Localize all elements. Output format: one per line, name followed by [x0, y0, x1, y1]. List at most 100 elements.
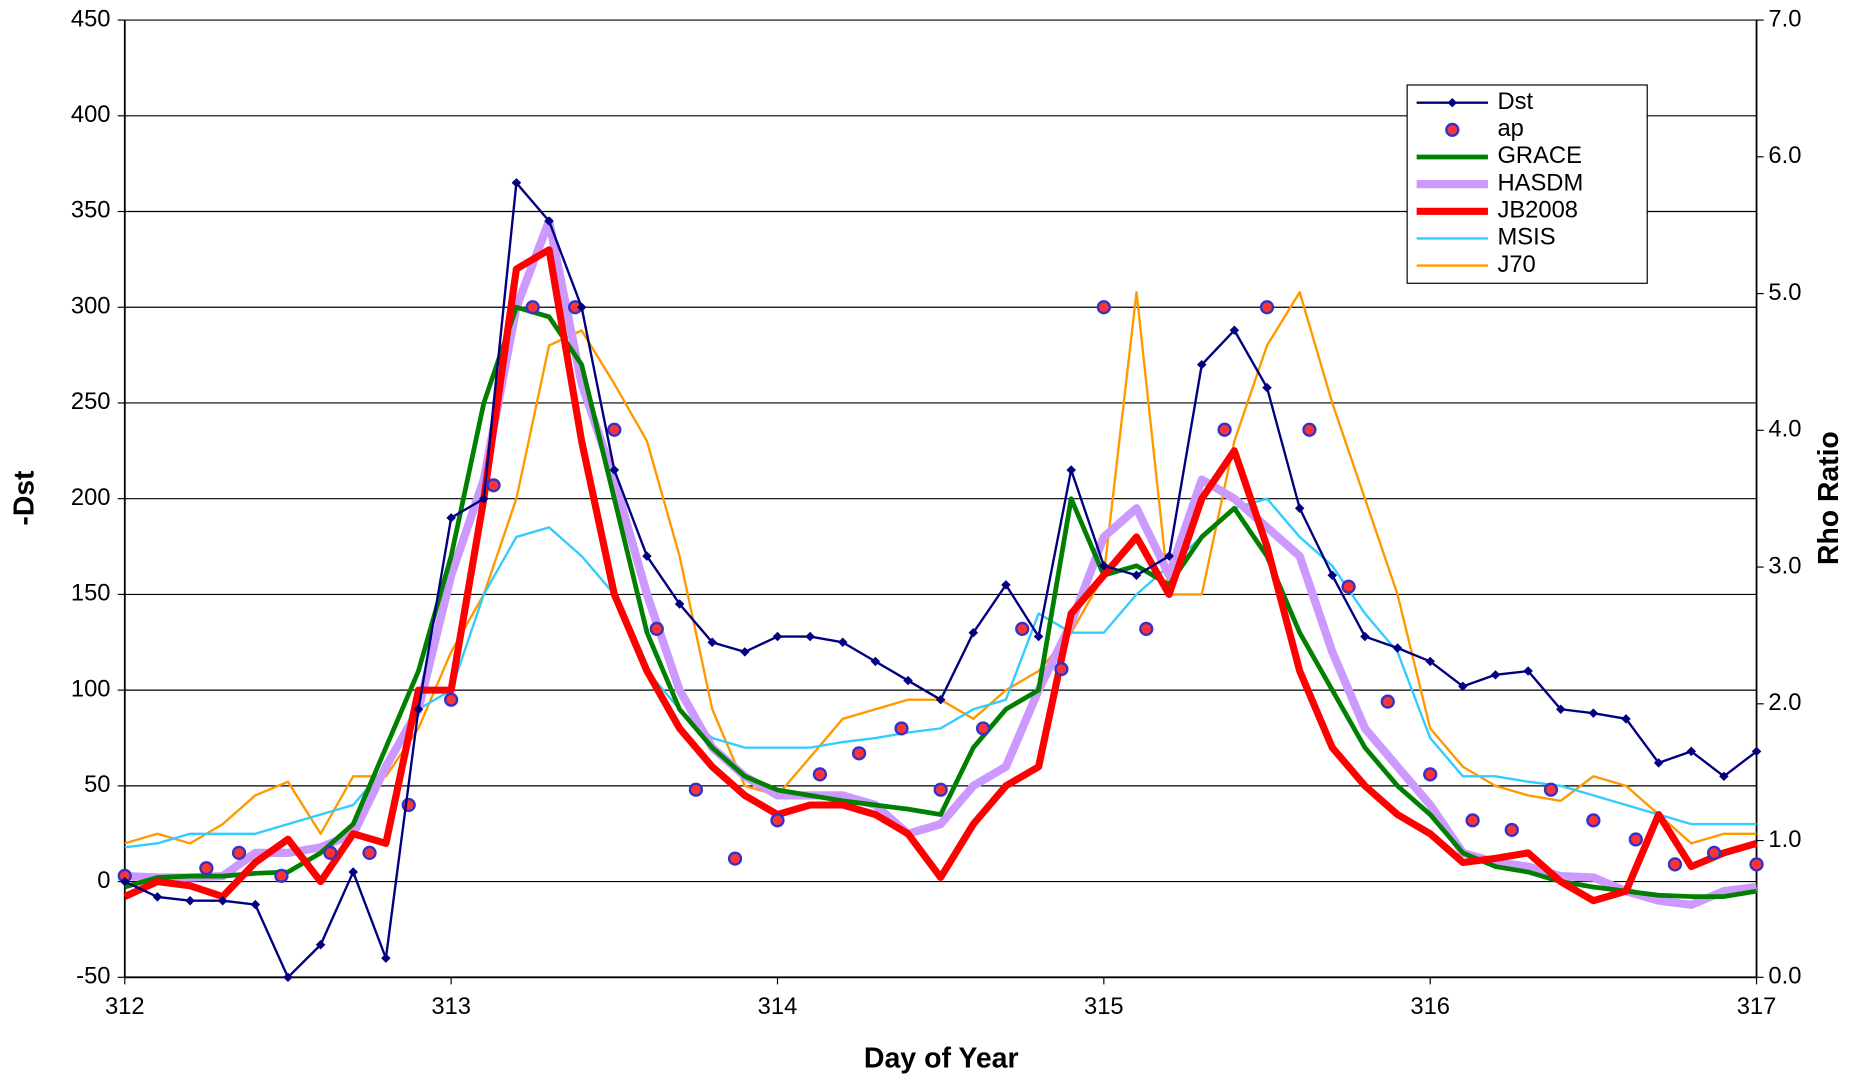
- marker: [1543, 782, 1559, 797]
- marker: [1033, 631, 1044, 642]
- x-tick-label: 316: [1410, 994, 1450, 1020]
- marker: [933, 782, 948, 797]
- marker: [479, 493, 489, 504]
- marker: [231, 845, 247, 860]
- y-tick-label: 200: [71, 485, 111, 511]
- marker: [1719, 771, 1729, 782]
- marker: [1262, 382, 1272, 393]
- marker: [1096, 300, 1111, 315]
- marker: [1139, 621, 1154, 636]
- x-tick-label: 314: [758, 994, 798, 1020]
- y-tick-label: 100: [71, 676, 111, 702]
- marker: [1667, 857, 1683, 872]
- y2-tick-label: 5.0: [1768, 280, 1801, 306]
- marker: [727, 851, 743, 866]
- marker: [609, 465, 620, 475]
- marker: [362, 845, 377, 860]
- marker: [805, 631, 815, 642]
- y2-tick-label: 3.0: [1768, 553, 1801, 579]
- marker: [413, 704, 424, 715]
- marker: [812, 767, 828, 782]
- y-tick-label: 300: [71, 294, 111, 320]
- marker: [1458, 681, 1468, 692]
- marker: [607, 422, 622, 437]
- marker: [935, 694, 946, 705]
- legend-label: Dst: [1497, 89, 1533, 115]
- x-axis-title: Day of Year: [864, 1042, 1019, 1074]
- marker: [1341, 579, 1356, 594]
- y-tick-label: 350: [71, 198, 111, 224]
- legend-marker: [1447, 97, 1458, 108]
- marker: [1054, 661, 1069, 677]
- marker: [152, 892, 163, 902]
- series-ap: [117, 300, 1764, 883]
- marker: [283, 972, 293, 983]
- marker: [1586, 813, 1601, 828]
- legend-label: GRACE: [1497, 143, 1581, 169]
- y2-tick-label: 7.0: [1768, 6, 1801, 32]
- legend-marker: [1445, 122, 1460, 137]
- legend-label: JB2008: [1497, 198, 1578, 224]
- x-tick-label: 312: [105, 994, 145, 1020]
- marker: [1628, 832, 1643, 847]
- series-j70: [124, 291, 1757, 845]
- marker: [1131, 570, 1142, 580]
- marker: [1392, 643, 1403, 653]
- y2-axis-title: Rho Ratio: [1813, 431, 1845, 565]
- marker: [1229, 325, 1240, 335]
- legend-label: J70: [1497, 252, 1535, 278]
- marker: [544, 216, 554, 226]
- marker: [1099, 560, 1109, 571]
- marker: [576, 302, 587, 312]
- marker: [1425, 656, 1435, 667]
- series-jb2008: [123, 246, 1758, 905]
- series-hasdm: [124, 216, 1758, 909]
- marker: [975, 721, 991, 736]
- y-axis-title: -Dst: [9, 470, 41, 526]
- marker: [1196, 359, 1207, 370]
- marker: [740, 647, 750, 657]
- legend-label: MSIS: [1497, 225, 1555, 251]
- marker: [870, 656, 881, 667]
- y-tick-label: 150: [71, 581, 111, 607]
- marker: [1066, 465, 1076, 475]
- marker: [1015, 621, 1030, 636]
- marker: [348, 867, 358, 877]
- marker: [444, 692, 459, 707]
- marker: [1490, 670, 1501, 680]
- series-line: [124, 216, 1758, 909]
- marker: [1423, 767, 1438, 782]
- marker: [838, 637, 848, 647]
- marker: [1327, 570, 1338, 580]
- x-tick-label: 315: [1084, 994, 1124, 1020]
- marker: [1259, 300, 1275, 315]
- y2-tick-label: 2.0: [1768, 690, 1801, 716]
- marker: [968, 627, 979, 638]
- marker: [199, 861, 214, 876]
- marker: [185, 896, 195, 906]
- marker: [323, 845, 338, 860]
- y2-tick-label: 6.0: [1768, 143, 1801, 169]
- marker: [315, 940, 326, 950]
- y2-tick-label: 4.0: [1768, 417, 1801, 443]
- y-tick-label: 400: [71, 102, 111, 128]
- legend-label: HASDM: [1497, 170, 1583, 196]
- y2-tick-label: 0.0: [1768, 964, 1801, 990]
- y2-tick-label: 1.0: [1768, 827, 1801, 853]
- marker: [486, 478, 501, 493]
- marker: [688, 782, 704, 797]
- marker: [1164, 551, 1174, 561]
- marker: [1749, 857, 1764, 872]
- series-dst: [120, 178, 1762, 983]
- marker: [1686, 746, 1697, 757]
- marker: [1751, 746, 1762, 757]
- marker: [1653, 758, 1664, 768]
- y-tick-label: 50: [84, 772, 110, 798]
- marker: [707, 637, 717, 647]
- marker: [1621, 714, 1631, 724]
- marker: [1217, 422, 1232, 437]
- marker: [772, 631, 783, 642]
- marker: [511, 178, 522, 188]
